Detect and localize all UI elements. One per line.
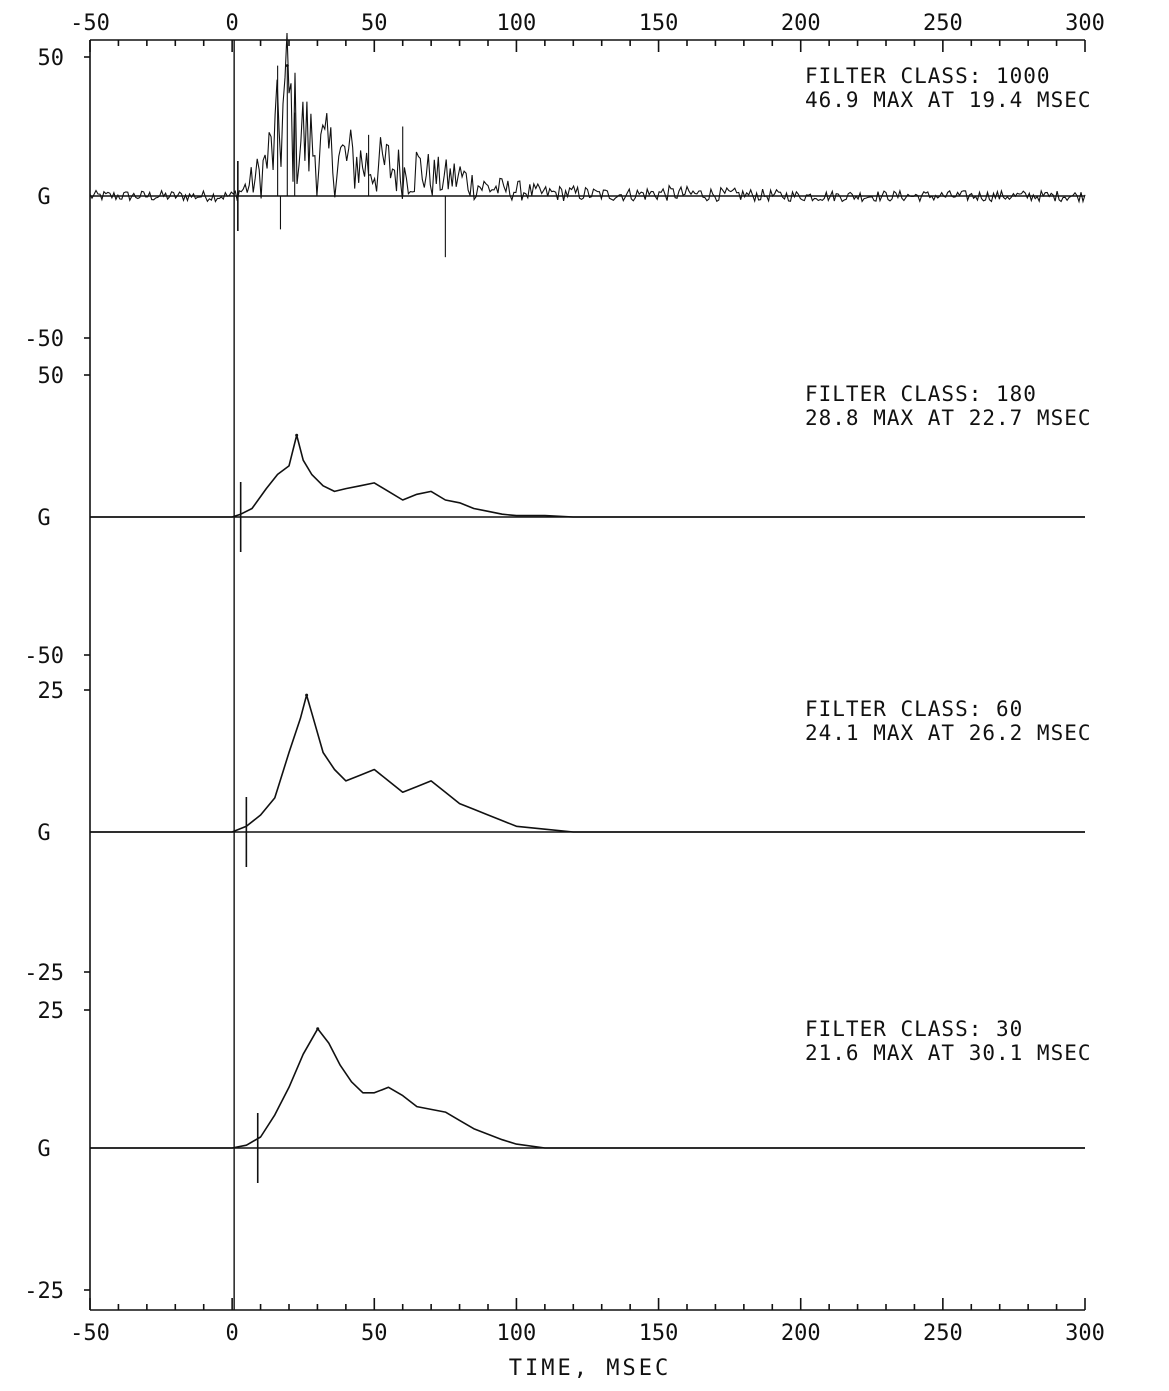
max-label: 24.1 MAX AT 26.2 MSEC (805, 721, 1092, 745)
peak-point (316, 1027, 320, 1031)
y-tick-label-bottom: -50 (24, 644, 64, 669)
x-axis-title: TIME, MSEC (509, 1356, 671, 1381)
chart-frame (89, 40, 235, 1310)
filter-class-label: FILTER CLASS: 60 (805, 697, 1023, 721)
peak-point (295, 433, 299, 437)
y-axis-label: G (37, 185, 50, 210)
acceleration-trace (90, 1028, 1085, 1149)
acceleration-trace (90, 694, 1085, 833)
y-tick-label-top: 50 (38, 46, 65, 71)
acceleration-trace (89, 32, 1086, 204)
x-tick-label-bottom: 300 (1065, 1321, 1105, 1346)
y-tick-label-bottom: -25 (24, 1279, 64, 1304)
x-tick-label-top: 250 (923, 11, 963, 36)
acceleration-trace (90, 434, 1085, 518)
x-tick-label-bottom: 100 (497, 1321, 537, 1346)
x-tick-label-top: 200 (781, 11, 821, 36)
x-tick-label-bottom: 150 (639, 1321, 679, 1346)
max-label: 21.6 MAX AT 30.1 MSEC (805, 1041, 1092, 1065)
y-tick-label-bottom: -25 (24, 961, 64, 986)
x-tick-label-top: 50 (361, 11, 388, 36)
filter-class-label: FILTER CLASS: 180 (805, 382, 1037, 406)
y-tick-label-top: 25 (38, 999, 65, 1024)
x-axes: -50 0 50 100 150 200 250 300 -50 0 50 100 150 200 250 3… (70, 11, 1105, 1346)
y-tick-label-top: 25 (38, 679, 65, 704)
filter-class-label: FILTER CLASS: 30 (805, 1017, 1023, 1041)
y-tick-label-top: 50 (38, 364, 65, 389)
max-label: 46.9 MAX AT 19.4 MSEC (805, 88, 1092, 112)
x-tick-label-top: 300 (1065, 11, 1105, 36)
y-axis-label: G (37, 506, 50, 531)
x-tick-label-bottom: 200 (781, 1321, 821, 1346)
y-axis-label: G (37, 1137, 50, 1162)
y-tick-label-bottom: -50 (24, 327, 64, 352)
x-tick-label-bottom: 250 (923, 1321, 963, 1346)
peak-point (285, 64, 289, 68)
x-tick-label-top: 100 (497, 11, 537, 36)
x-tick-label-top: 150 (639, 11, 679, 36)
x-tick-label-bottom: -50 (70, 1321, 110, 1346)
x-tick-label-top: -50 (70, 11, 110, 36)
max-label: 28.8 MAX AT 22.7 MSEC (805, 406, 1092, 430)
filter-class-label: FILTER CLASS: 1000 (805, 64, 1051, 88)
y-axis-label: G (37, 821, 50, 846)
peak-point (305, 693, 309, 697)
x-tick-label-top: 0 (226, 11, 239, 36)
x-tick-label-bottom: 0 (226, 1321, 239, 1346)
x-tick-label-bottom: 50 (361, 1321, 388, 1346)
